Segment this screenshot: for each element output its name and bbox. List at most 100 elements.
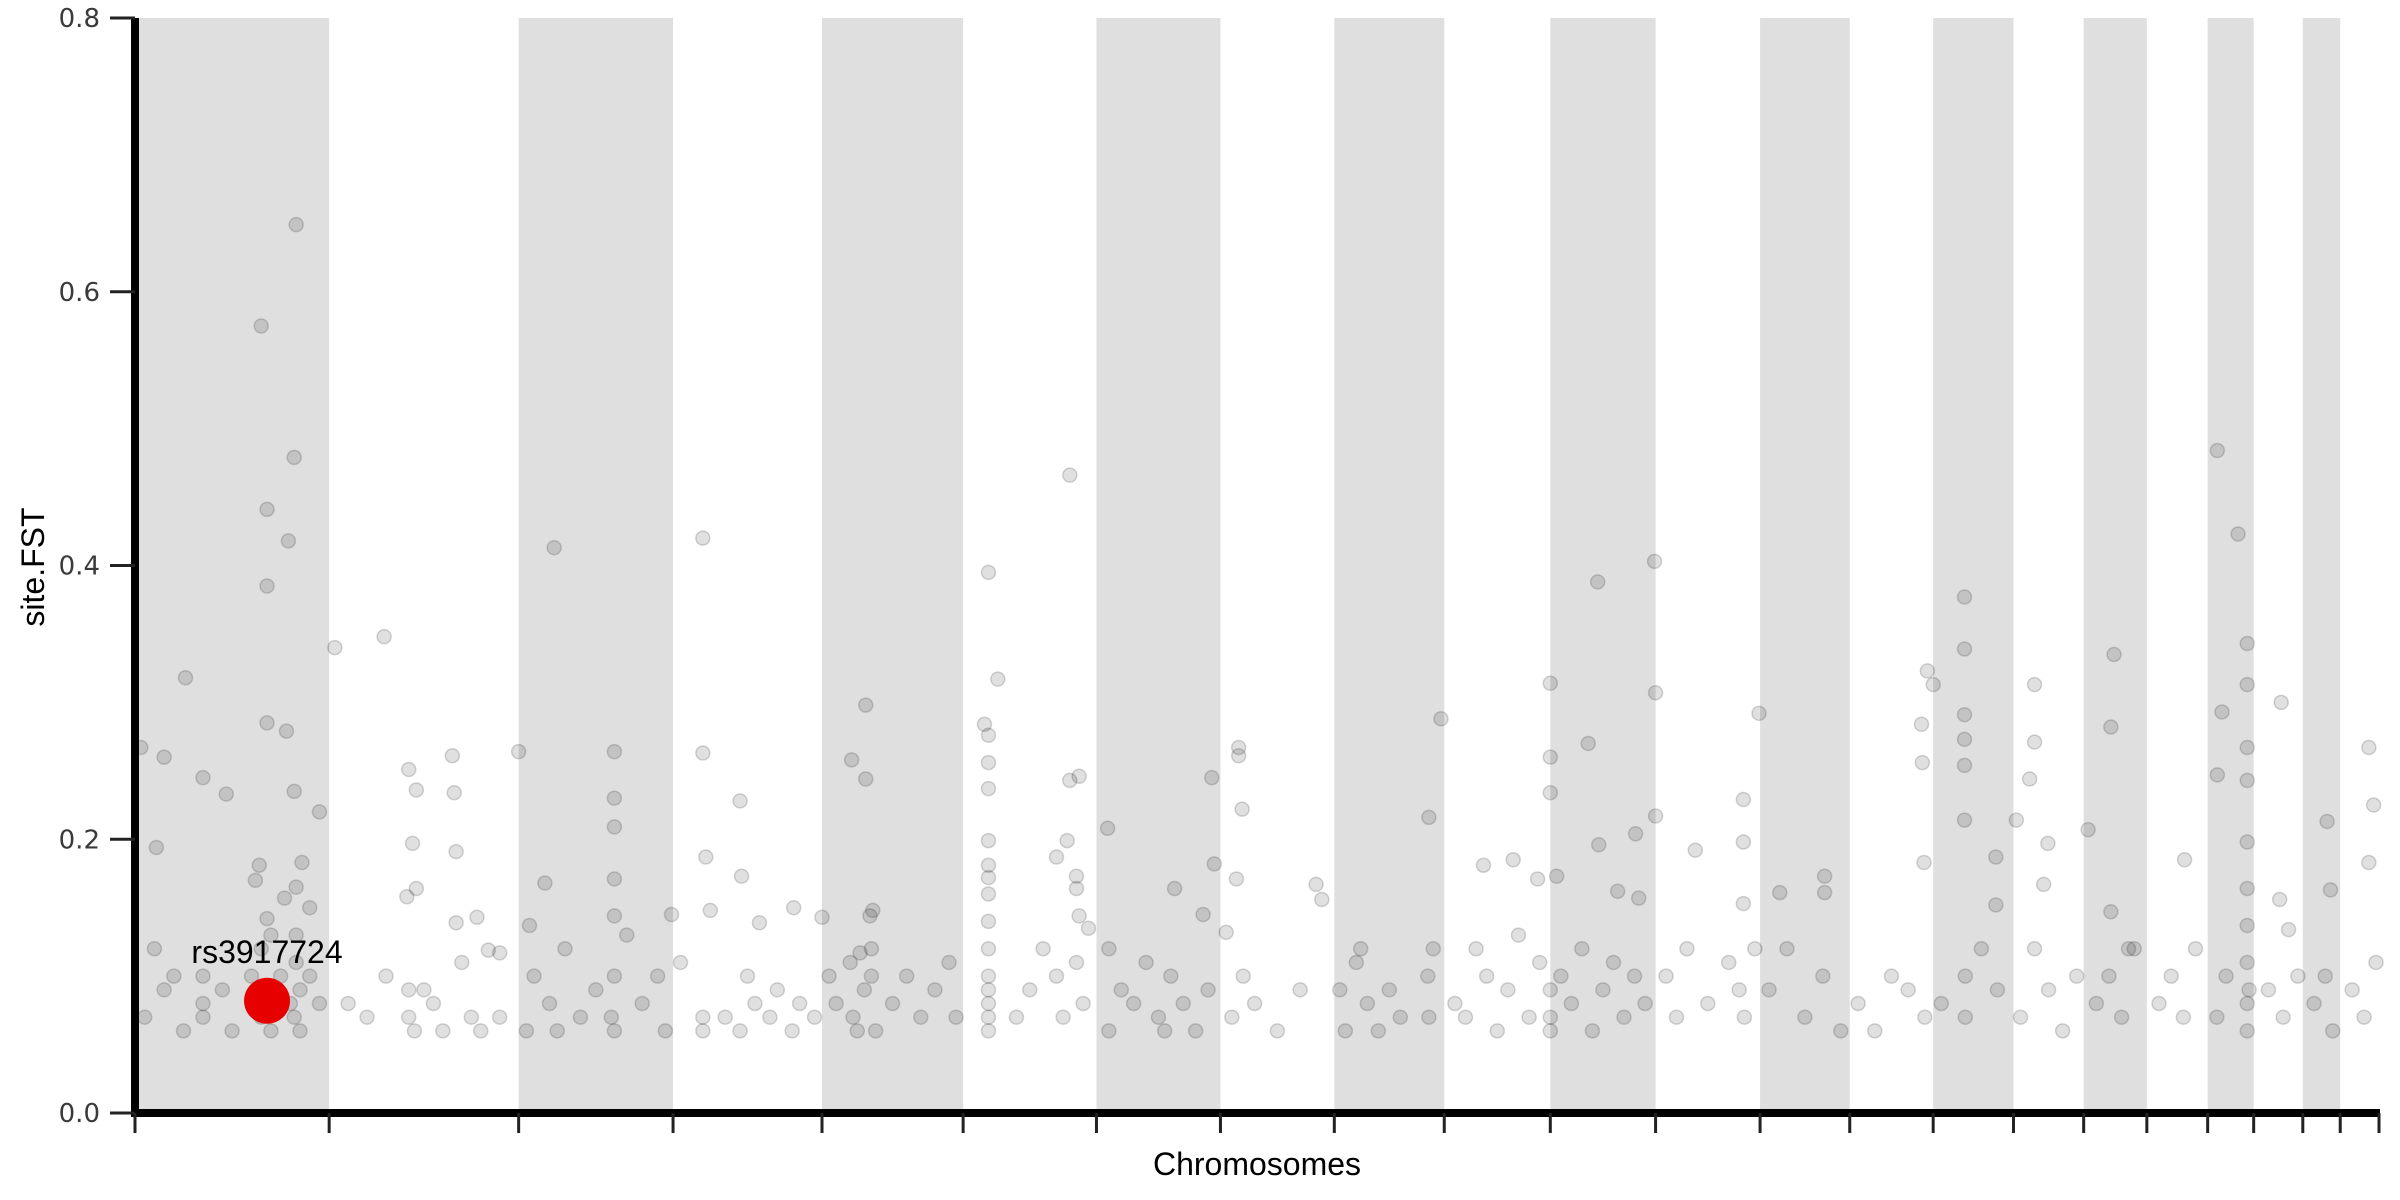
data-point-chr11: [1553, 968, 1569, 984]
data-point-chr10: [1510, 927, 1527, 943]
chromosome-band-17: [2083, 18, 2147, 1113]
data-point-chr3: [521, 917, 538, 934]
data-point-chr12: [1687, 842, 1704, 858]
data-point-chr19: [2239, 995, 2255, 1012]
data-point-chr7: [1206, 856, 1223, 872]
axes: 0.0 0.2 0.4 0.6 0.8: [59, 4, 2381, 1133]
data-point-chr9: [1433, 711, 1449, 727]
data-point-chr19: [2239, 772, 2255, 789]
data-point-chr19: [2239, 954, 2255, 971]
data-point-chr8: [1228, 871, 1245, 887]
data-point-chr22: [2361, 739, 2377, 756]
data-point-chr7: [1163, 968, 1179, 984]
data-point-chr5: [856, 982, 873, 998]
data-point-chr8: [1234, 801, 1250, 817]
data-point-chr22: [2356, 1009, 2372, 1025]
data-point-chr1: [301, 968, 318, 984]
data-point-chr1: [311, 804, 328, 820]
chromosome-band-19: [2207, 18, 2254, 1113]
data-point-chr2: [408, 782, 425, 798]
data-point-chr9: [1392, 1009, 1409, 1025]
data-point-chr1: [156, 749, 172, 765]
data-point-chr19: [2239, 676, 2255, 693]
data-point-chr19: [2209, 442, 2226, 459]
data-point-chr15: [1925, 676, 1941, 693]
y-tick-label: 0.2: [59, 825, 100, 855]
data-point-chr3: [603, 1009, 620, 1025]
data-point-chr11: [1646, 553, 1663, 570]
data-point-chr17: [2113, 1009, 2130, 1025]
data-point-chr8: [1292, 982, 1308, 998]
data-point-chr2: [425, 995, 442, 1012]
data-point-chr10: [1489, 1023, 1506, 1039]
data-point-chr4: [695, 1023, 711, 1039]
data-point-chr3: [606, 790, 623, 806]
data-point-chr9: [1425, 941, 1442, 957]
data-point-chr2: [444, 748, 461, 764]
data-point-chr12: [1735, 791, 1752, 808]
data-point-chr4: [769, 982, 786, 998]
data-point-chr8: [1230, 739, 1247, 756]
data-point-chr12: [1720, 954, 1737, 971]
data-point-chr11: [1637, 995, 1653, 1012]
data-point-chr4: [695, 1009, 711, 1025]
x-axis-line: [131, 1109, 2380, 1117]
data-point-chr2: [340, 995, 356, 1012]
data-point-chr6: [1062, 467, 1078, 483]
data-point-chr4: [762, 1009, 778, 1025]
data-point-chr9: [1348, 954, 1365, 971]
y-tick-label: 0.6: [59, 278, 100, 308]
data-point-chr9: [1337, 1023, 1354, 1039]
data-point-chr20: [2275, 1009, 2291, 1025]
data-point-chr19: [2239, 834, 2255, 850]
data-point-chr6: [990, 671, 1006, 687]
data-point-chr4: [733, 868, 750, 884]
data-point-chr6: [1075, 995, 1091, 1012]
data-point-chr11: [1626, 968, 1643, 984]
data-point-chr12: [1658, 968, 1674, 984]
data-point-chr22: [2368, 954, 2384, 971]
data-point-chr1: [301, 899, 318, 916]
data-point-chr19: [2239, 739, 2255, 756]
data-point-chr4: [784, 1023, 800, 1039]
chromosome-band-3: [518, 18, 674, 1113]
chromosome-band-15: [1933, 18, 2014, 1113]
data-point-chr5: [863, 968, 880, 984]
data-point-chr19: [2239, 880, 2255, 897]
data-point-chr1: [175, 1023, 192, 1039]
data-point-chr18: [2151, 995, 2167, 1012]
data-point-chr16: [2012, 1009, 2029, 1025]
data-point-chr20: [2271, 891, 2288, 908]
data-point-chr3: [510, 743, 527, 760]
data-point-chr11: [1616, 1009, 1632, 1025]
data-point-chr15: [1956, 706, 1973, 723]
chromosome-band-11: [1550, 18, 1656, 1113]
data-point-chr2: [473, 1023, 489, 1039]
highlight-label: rs3917724: [191, 934, 342, 970]
chromosome-band-1: [135, 18, 330, 1113]
data-point-chr1: [148, 839, 165, 856]
x-axis-title: Chromosomes: [1153, 1146, 1361, 1182]
data-point-chr3: [606, 819, 623, 835]
data-point-chr2: [327, 639, 343, 656]
data-point-chr17: [2103, 719, 2119, 735]
data-point-chr14: [1850, 995, 1866, 1012]
data-point-chr18: [2176, 852, 2193, 868]
data-point-chr14: [1900, 982, 1916, 998]
data-point-chr15: [1956, 757, 1973, 774]
data-point-chr14: [1917, 1009, 1933, 1025]
data-point-chr10: [1468, 941, 1484, 957]
data-point-chr1: [136, 1009, 153, 1025]
data-point-chr6: [980, 995, 997, 1012]
data-point-chr15: [1956, 641, 1973, 657]
data-point-chr1: [288, 927, 304, 943]
data-point-chr2: [463, 1009, 480, 1025]
data-point-chr4: [751, 914, 768, 931]
data-point-chr22: [2344, 982, 2360, 998]
data-point-chr6: [980, 832, 997, 849]
data-point-chr2: [376, 628, 392, 645]
data-point-chr22: [2361, 854, 2377, 871]
chromosome-band-5: [821, 18, 964, 1113]
data-point-chr3: [549, 1023, 566, 1039]
data-point-chr2: [446, 784, 462, 801]
